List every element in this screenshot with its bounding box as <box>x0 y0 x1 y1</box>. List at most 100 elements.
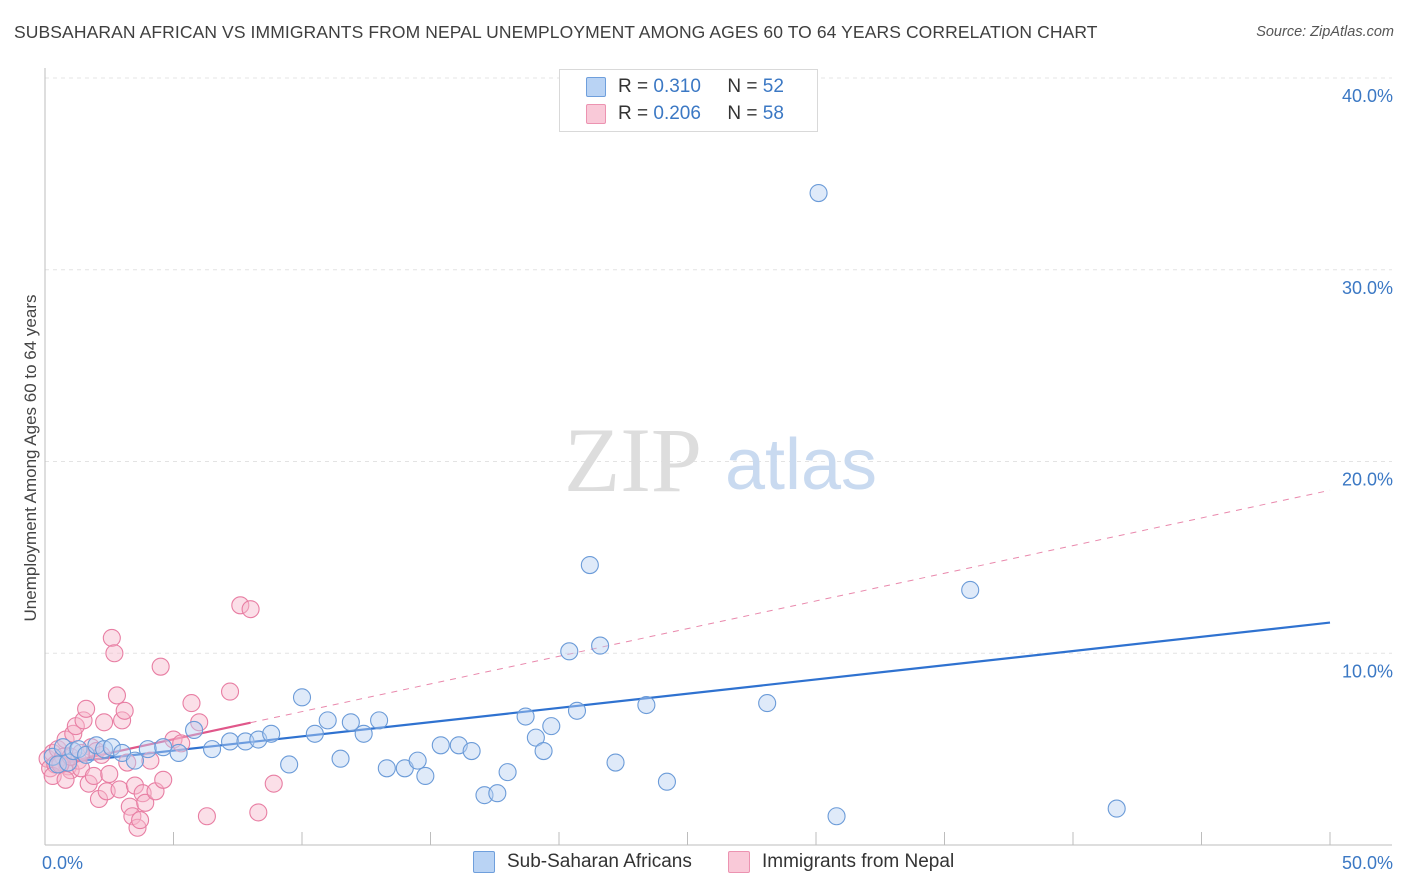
subsaharan-point <box>498 763 517 782</box>
x-tick-label: 50.0% <box>1342 853 1393 873</box>
subsaharan-point <box>377 759 396 778</box>
subsaharan-point <box>416 766 435 786</box>
subsaharan-point <box>169 743 188 763</box>
bottom-legend-label: Immigrants from Nepal <box>762 851 955 872</box>
subsaharan-point <box>341 713 360 732</box>
nepal-point <box>102 628 121 647</box>
bottom-legend-swatch-pink <box>728 851 750 873</box>
subsaharan-point <box>154 738 173 757</box>
legend-n-value: 52 <box>762 76 784 97</box>
nepal-point <box>264 774 283 793</box>
nepal-point <box>100 765 119 784</box>
nepal-point <box>241 600 260 619</box>
bottom-legend-label: Sub-Saharan Africans <box>507 851 692 872</box>
subsaharan-point <box>370 711 389 730</box>
nepal-point <box>197 807 216 826</box>
subsaharan-point <box>809 184 828 203</box>
nepal-point <box>89 789 109 809</box>
nepal-point <box>154 770 173 789</box>
trend-line-subsaharan <box>65 621 1331 764</box>
legend: R = 0.310 N = 52 R = 0.206 N = 58 <box>559 69 818 132</box>
y-tick-label: 30.0% <box>1342 278 1393 298</box>
tick-labels: 10.0% 20.0% 30.0% 40.0% 0.0% 50.0% <box>42 86 1393 873</box>
subsaharan-point <box>488 784 507 803</box>
subsaharan-point <box>262 724 281 743</box>
subsaharan-point <box>280 755 299 774</box>
nepal-point <box>105 644 124 663</box>
legend-row-nepal: R = 0.206 N = 58 <box>586 102 784 126</box>
nepal-point <box>249 803 268 822</box>
subsaharan-point <box>185 720 204 740</box>
legend-swatch-blue <box>586 77 606 97</box>
legend-r-value: 0.206 <box>653 103 701 124</box>
watermark-atlas: atlas <box>725 425 877 505</box>
subsaharan-point <box>59 753 78 772</box>
grid <box>45 77 1392 654</box>
subsaharan-point <box>1107 799 1126 818</box>
nepal-point <box>107 686 127 705</box>
nepal-point <box>56 770 75 789</box>
subsaharan-point <box>591 636 610 655</box>
subsaharan-point <box>637 695 656 715</box>
nepal-point <box>182 694 201 713</box>
subsaharan-point <box>138 740 157 759</box>
nepal-point <box>74 711 93 730</box>
subsaharan-point <box>580 555 599 575</box>
subsaharan-point <box>542 717 561 736</box>
chart-title: SUBSAHARAN AFRICAN VS IMMIGRANTS FROM NE… <box>14 22 1098 42</box>
nepal-point <box>125 776 144 795</box>
subsaharan-point <box>560 642 579 661</box>
legend-swatch-pink <box>586 104 606 124</box>
nepal-point <box>77 699 96 718</box>
legend-n-label: N = <box>727 103 758 124</box>
data-points <box>38 184 1126 837</box>
subsaharan-point <box>462 741 481 761</box>
trend-lines <box>47 489 1331 768</box>
subsaharan-point <box>567 701 587 720</box>
subsaharan-point <box>431 736 450 755</box>
legend-r-label: R = <box>618 76 649 97</box>
bottom-legend-swatch-blue <box>473 851 495 873</box>
subsaharan-point <box>961 580 980 600</box>
subsaharan-point <box>827 807 846 826</box>
subsaharan-point <box>318 711 337 730</box>
subsaharan-point <box>534 741 553 761</box>
trend-line-nepal-dashed <box>250 489 1331 724</box>
subsaharan-point <box>203 740 222 759</box>
y-tick-label: 20.0% <box>1342 470 1393 490</box>
nepal-point <box>141 751 160 770</box>
nepal-point <box>151 657 170 676</box>
legend-r-value: 0.310 <box>653 76 701 97</box>
subsaharan-point <box>606 753 625 772</box>
nepal-point <box>220 682 240 701</box>
nepal-point <box>115 701 134 720</box>
bottom-legend-nepal: Immigrants from Nepal <box>728 851 954 873</box>
legend-r-label: R = <box>618 103 649 124</box>
subsaharan-point <box>331 749 350 768</box>
subsaharan-point <box>408 751 427 770</box>
subsaharan-point <box>657 772 676 791</box>
y-tick-label: 40.0% <box>1342 86 1393 106</box>
nepal-point <box>118 753 137 772</box>
y-tick-label: 10.0% <box>1342 661 1393 681</box>
nepal-point <box>131 811 150 830</box>
axes <box>44 68 1392 846</box>
legend-row-subsaharan: R = 0.310 N = 52 <box>586 75 784 99</box>
trend-line-nepal <box>47 721 251 768</box>
legend-n-label: N = <box>727 76 758 97</box>
chart-source: Source: ZipAtlas.com <box>1256 24 1394 40</box>
y-axis-label: Unemployment Among Ages 60 to 64 years <box>21 295 40 622</box>
subsaharan-point <box>305 724 324 743</box>
watermark-zip: ZIP <box>564 409 702 511</box>
nepal-point <box>110 780 129 799</box>
nepal-point <box>95 713 114 732</box>
subsaharan-point <box>220 732 240 751</box>
subsaharan-point <box>758 694 777 713</box>
subsaharan-point <box>125 751 144 770</box>
subsaharan-point <box>95 740 114 759</box>
subsaharan-point <box>354 724 373 743</box>
nepal-point <box>84 766 103 786</box>
subsaharan-point <box>292 688 312 707</box>
legend-n-value: 58 <box>762 103 784 124</box>
